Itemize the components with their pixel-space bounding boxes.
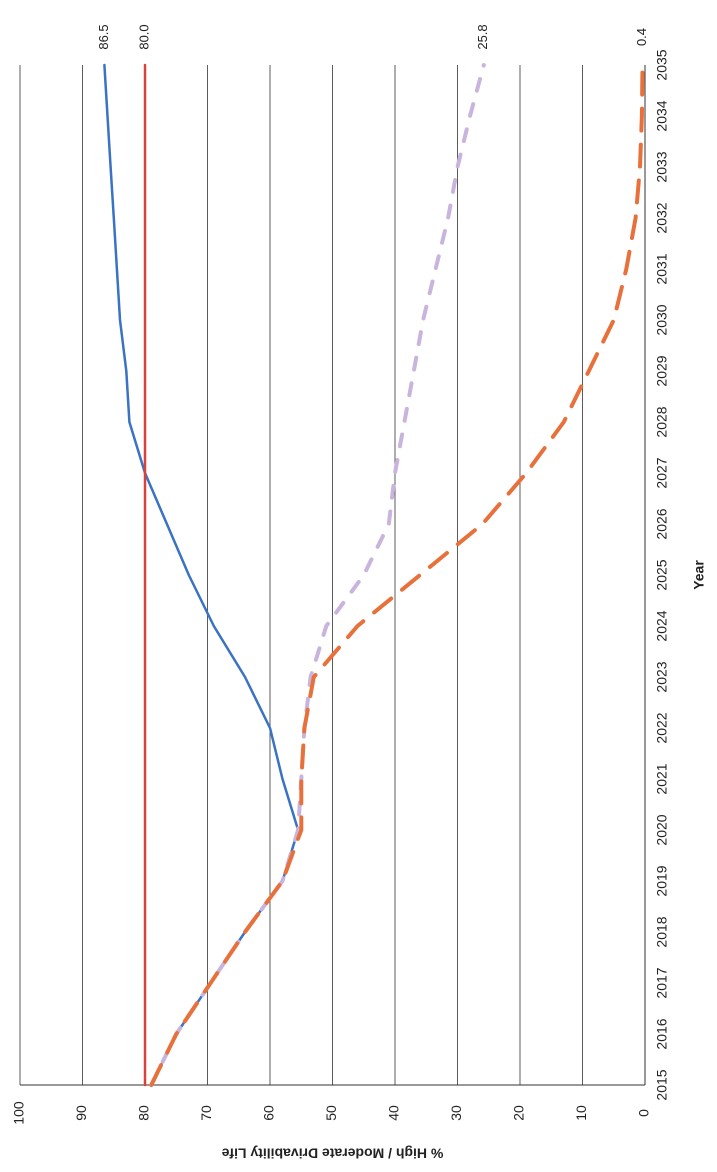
year-tick-label: 2017: [654, 967, 670, 998]
year-tick-label: 2028: [654, 406, 670, 437]
series-line-3: [149, 63, 486, 1087]
series-end-label: 0.4: [634, 28, 649, 46]
value-tick-label: 70: [198, 1105, 214, 1121]
year-tick-label: 2019: [654, 865, 670, 896]
axes: [20, 65, 646, 1086]
year-tick-label: 2033: [654, 151, 670, 182]
value-tick-label: 90: [73, 1105, 89, 1121]
tick-labels: 0102030405060708090100201520162017201820…: [11, 24, 670, 1124]
value-tick-label: 20: [511, 1105, 527, 1121]
year-tick-label: 2020: [654, 814, 670, 845]
year-tick-label: 2025: [654, 559, 670, 590]
series-end-label: 25.8: [475, 24, 490, 49]
value-tick-label: 80: [136, 1105, 152, 1121]
year-tick-label: 2024: [654, 610, 670, 641]
year-tick-label: 2018: [654, 916, 670, 947]
year-tick-label: 2023: [654, 661, 670, 692]
year-tick-label: 2016: [654, 1018, 670, 1049]
value-tick-label: 0: [636, 1109, 652, 1117]
value-tick-label: 100: [11, 1101, 27, 1125]
series-end-label: 80.0: [136, 24, 151, 49]
year-tick-label: 2034: [654, 100, 670, 131]
value-tick-label: 10: [573, 1105, 589, 1121]
year-tick-label: 2027: [654, 457, 670, 488]
year-tick-label: 2022: [654, 712, 670, 743]
y-axis-title: % High / Moderate Drivability Life: [221, 1145, 443, 1161]
value-tick-label: 30: [448, 1105, 464, 1121]
year-tick-label: 2029: [654, 355, 670, 386]
year-tick-label: 2026: [654, 508, 670, 539]
year-tick-label: 2032: [654, 202, 670, 233]
x-axis-title: Year: [691, 560, 707, 590]
value-tick-label: 50: [323, 1105, 339, 1121]
year-tick-label: 2031: [654, 253, 670, 284]
value-tick-label: 60: [261, 1105, 277, 1121]
series-line-1: [103, 63, 300, 1087]
series-line-4: [149, 63, 645, 1087]
year-tick-label: 2030: [654, 304, 670, 335]
gridlines: [19, 65, 583, 1085]
year-tick-label: 2021: [654, 763, 670, 794]
year-tick-label: 2015: [654, 1069, 670, 1100]
series-lines: [103, 63, 645, 1087]
year-tick-label: 2035: [654, 49, 670, 80]
value-tick-label: 40: [386, 1105, 402, 1121]
series-end-label: 86.5: [96, 24, 111, 49]
